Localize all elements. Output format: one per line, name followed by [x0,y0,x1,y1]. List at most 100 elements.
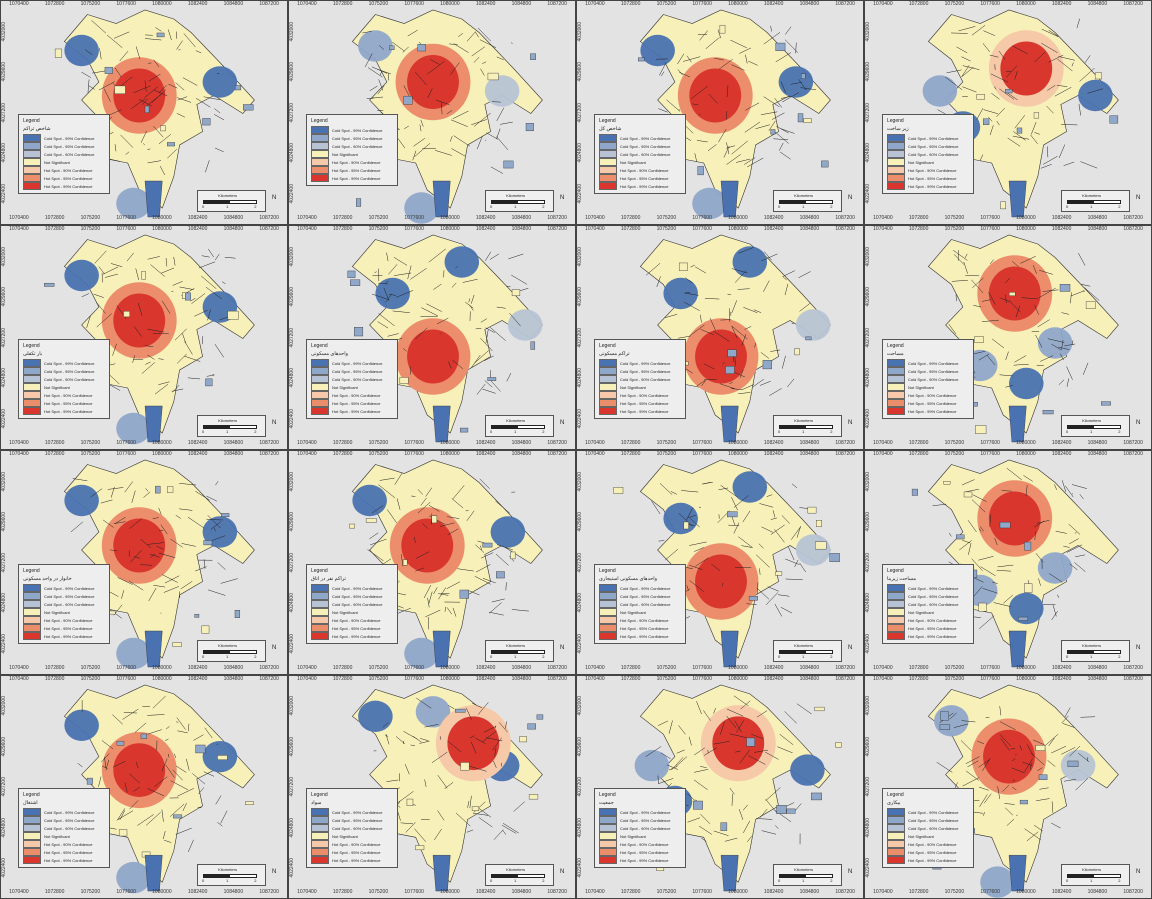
block-line [129,773,141,784]
block-line [718,58,733,70]
block-line [796,526,801,538]
block-line [994,86,997,90]
block-line [794,559,799,568]
block-line [690,85,708,100]
legend-item: Cold Spot - 99% Confidence [311,808,393,816]
block-line [448,361,452,369]
y-axis-ticks: 4032000 4029600 4027200 4024800 4022400 [577,686,586,888]
block-line [119,810,126,821]
legend-item: Hot Spot - 90% Confidence [887,616,969,624]
x-axis-ticks-top: 1070400 1072800 1075200 1077600 1080000 10824… [577,451,863,460]
block-line [145,361,151,365]
scale-line [203,425,257,429]
scale-line [779,874,833,878]
block-line [685,277,693,284]
block-line [452,359,464,369]
legend-item: Hot Spot - 95% Confidence [887,174,969,182]
tick-label: 1072800 [44,226,65,232]
parcel [1109,115,1119,124]
block-line [158,552,176,558]
block-line [400,822,414,825]
block-line [424,779,427,787]
parcel [201,625,210,634]
scale-number: 0 [202,204,205,209]
block-line [167,29,172,41]
parcel [1024,541,1032,551]
parcel [815,541,827,550]
block-line [77,762,83,768]
x-axis-ticks-bottom: 1070400 1072800 1075200 1077600 1080000 10824… [577,440,863,449]
block-line [394,472,403,485]
tick-label: 1072800 [332,889,353,895]
scale-number: 1 [802,654,805,659]
block-line [992,338,1005,349]
parcel [482,542,493,548]
parcel [243,104,254,111]
block-line [1002,784,1010,792]
map-legend: Legend ﺷﺎﺧﺺ ﮐﻞ Cold Spot - 99% Confidence C… [594,114,686,194]
legend-item: Not Significant [599,832,681,840]
legend-item: Cold Spot - 99% Confidence [23,584,105,592]
tick-label: 4029600 [289,512,295,532]
block-line [96,313,112,328]
hot-spot-core [113,293,166,348]
parcel [963,491,973,498]
block-line [723,145,730,158]
south-district [144,630,163,668]
tick-label: 1082400 [763,440,784,446]
tick-label: 1077600 [404,451,424,457]
block-line [1054,87,1072,97]
legend-item: Cold Spot - 95% Confidence [887,592,969,600]
tick-label: 1072800 [332,451,353,457]
block-line [973,616,981,618]
block-line [978,615,995,630]
map-panel: 1070400 1072800 1075200 1077600 1080000 10824… [576,0,864,225]
tick-label: 1082400 [187,889,208,895]
block-line [164,839,172,843]
block-line [685,292,691,294]
block-line [999,734,1011,747]
x-axis-ticks-top: 1070400 1072800 1075200 1077600 1080000 10824… [1,676,287,685]
block-line [440,332,442,334]
tick-label: 1077600 [116,451,136,457]
block-line [778,142,784,151]
tick-label: 1075200 [944,1,965,7]
legend-item: Not Significant [311,608,393,616]
legend-label: Hot Spot - 99% Confidence [332,175,381,181]
block-line [193,734,204,741]
hotspot-map [613,459,840,668]
block-line [760,352,770,359]
legend-item: Cold Spot - 99% Confidence [23,134,105,142]
block-line [729,733,747,738]
block-line [491,598,505,603]
block-line [485,737,503,742]
parcel [123,311,130,318]
scale-number: 2 [542,878,545,883]
block-line [496,306,506,309]
block-line [450,119,468,127]
block-line [100,499,113,504]
block-line [713,330,730,342]
cold-spot-area [790,754,825,786]
block-line [428,504,440,512]
block-line [780,96,792,99]
tick-label: 1080000 [152,226,172,232]
block-line [386,779,399,782]
block-line [1078,252,1086,266]
parcel [86,777,93,785]
parcel [720,822,728,831]
legend-item: Hot Spot - 90% Confidence [23,166,105,174]
scale-number: 0 [1066,878,1069,883]
legend-item: Cold Spot - 99% Confidence [599,359,681,367]
block-line [1035,334,1043,348]
block-line [367,67,383,78]
scale-number: 2 [1118,429,1121,434]
block-line [126,252,134,262]
tick-label: 4027200 [1,552,7,573]
block-line [1061,480,1067,492]
block-line [154,776,168,787]
legend-title: Legend [599,118,616,124]
cold-spot-area [490,516,526,548]
block-line [147,94,162,106]
block-line [215,481,219,486]
